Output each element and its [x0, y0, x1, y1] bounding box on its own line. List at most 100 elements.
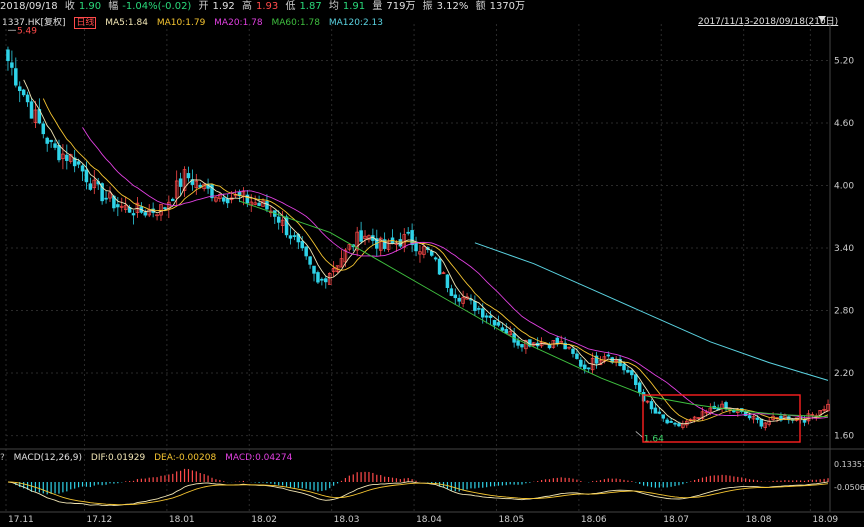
x-tick-label: 18.07 [663, 515, 689, 525]
candle-body [696, 417, 701, 419]
candle-body [257, 202, 261, 206]
candle-body [174, 180, 179, 199]
candle-body [331, 267, 336, 273]
ma-legend: 1337.HK[复权] 日线 MA5:1.84 MA10:1.79 MA20:1… [2, 15, 389, 29]
candle-body [449, 288, 454, 296]
y-tick-label: 5.20 [834, 56, 854, 66]
amplitude-value: 3.12% [436, 1, 469, 12]
amount-label: 额 [475, 1, 486, 12]
candle-body [276, 216, 281, 223]
candle-body [461, 297, 465, 304]
candle-body [131, 213, 136, 216]
candle-body [120, 205, 124, 208]
candle-body [677, 423, 681, 427]
candle-body [359, 230, 363, 242]
candle-body [500, 327, 505, 331]
ma120-line [474, 242, 829, 381]
ma10-line [42, 98, 829, 422]
candle-body [422, 246, 426, 255]
candle-body [182, 169, 187, 191]
y-tick-label: 4.00 [834, 182, 854, 192]
candle-body [586, 367, 591, 370]
candle-body [17, 86, 22, 92]
macd-tick-label: -0.05062 [834, 483, 864, 492]
candle-body [265, 201, 269, 210]
candle-body [406, 231, 410, 234]
y-tick-label: 4.60 [834, 119, 854, 129]
candle-body [700, 411, 705, 419]
adjust-label[interactable]: [复权] [40, 18, 66, 28]
candle-body [324, 278, 328, 283]
candle-body [92, 179, 97, 189]
candle-body [437, 258, 442, 275]
high-label: 高 [241, 1, 252, 12]
candle-body [477, 308, 481, 310]
candle-body [649, 401, 654, 410]
dea-line [7, 481, 829, 506]
period-label[interactable]: 日线 [74, 17, 97, 29]
open-label: 开 [198, 1, 209, 12]
candle-body [308, 256, 312, 265]
candle-body [441, 272, 446, 275]
candle-body [637, 382, 642, 393]
candle-body [614, 360, 618, 362]
candle-body [194, 180, 199, 188]
candle-body [61, 153, 65, 160]
candle-body [516, 340, 520, 346]
candle-body [84, 169, 89, 183]
candle-body [186, 173, 191, 179]
candle-body [567, 346, 571, 349]
macd-settings-icon[interactable]: ? [0, 453, 5, 463]
low-marker [635, 431, 644, 438]
ticker-label: 1337.HK [2, 18, 41, 28]
ma20-line [82, 127, 829, 419]
candle-body [759, 418, 764, 427]
x-tick-label: 17.12 [86, 515, 112, 525]
volume-value: 719万 [386, 1, 416, 12]
ma5-line [23, 79, 829, 425]
candle-body [645, 400, 650, 403]
candle-body [210, 184, 214, 199]
close-value: 1.90 [78, 1, 102, 12]
candle-body [453, 294, 458, 299]
y-tick-label: 2.20 [834, 369, 854, 379]
candle-body [520, 344, 524, 348]
y-tick-label: 1.60 [834, 432, 854, 442]
candle-body [622, 363, 626, 371]
candle-body [178, 178, 183, 187]
candle-body [347, 244, 352, 250]
y-tick-label: 2.80 [834, 307, 854, 317]
candle-body [316, 272, 320, 283]
candle-body [300, 241, 304, 249]
date-range-selector[interactable]: 2017/11/13-2018/09/18(210日) [698, 17, 839, 27]
candle-body [72, 157, 77, 167]
candle-body [571, 348, 575, 354]
candle-body [626, 369, 630, 373]
candle-body [29, 101, 34, 119]
x-tick-label: 18.05 [498, 515, 524, 525]
macd-value-label: MACD:0.04274 [225, 453, 293, 463]
x-tick-label: 18.06 [581, 515, 607, 525]
chevron-down-icon[interactable] [818, 16, 826, 22]
candle-body [100, 183, 104, 202]
candle-body [363, 235, 367, 239]
candle-body [445, 274, 450, 288]
candle-body [755, 417, 760, 420]
candle-body [563, 342, 567, 350]
candle-body [327, 273, 332, 285]
candle-body [606, 354, 611, 357]
candle-body [583, 364, 587, 370]
x-tick-label: 18.04 [416, 515, 442, 525]
candle-body [653, 407, 658, 414]
candle-body [355, 231, 359, 251]
x-tick-label: 18.09 [812, 515, 838, 525]
candle-body [630, 370, 634, 376]
candle-body [65, 154, 69, 161]
amount-value: 1370万 [489, 1, 526, 12]
candle-body [665, 419, 669, 424]
candle-body [41, 123, 46, 135]
x-tick-label: 18.08 [746, 515, 772, 525]
avg-value: 1.91 [342, 1, 366, 12]
